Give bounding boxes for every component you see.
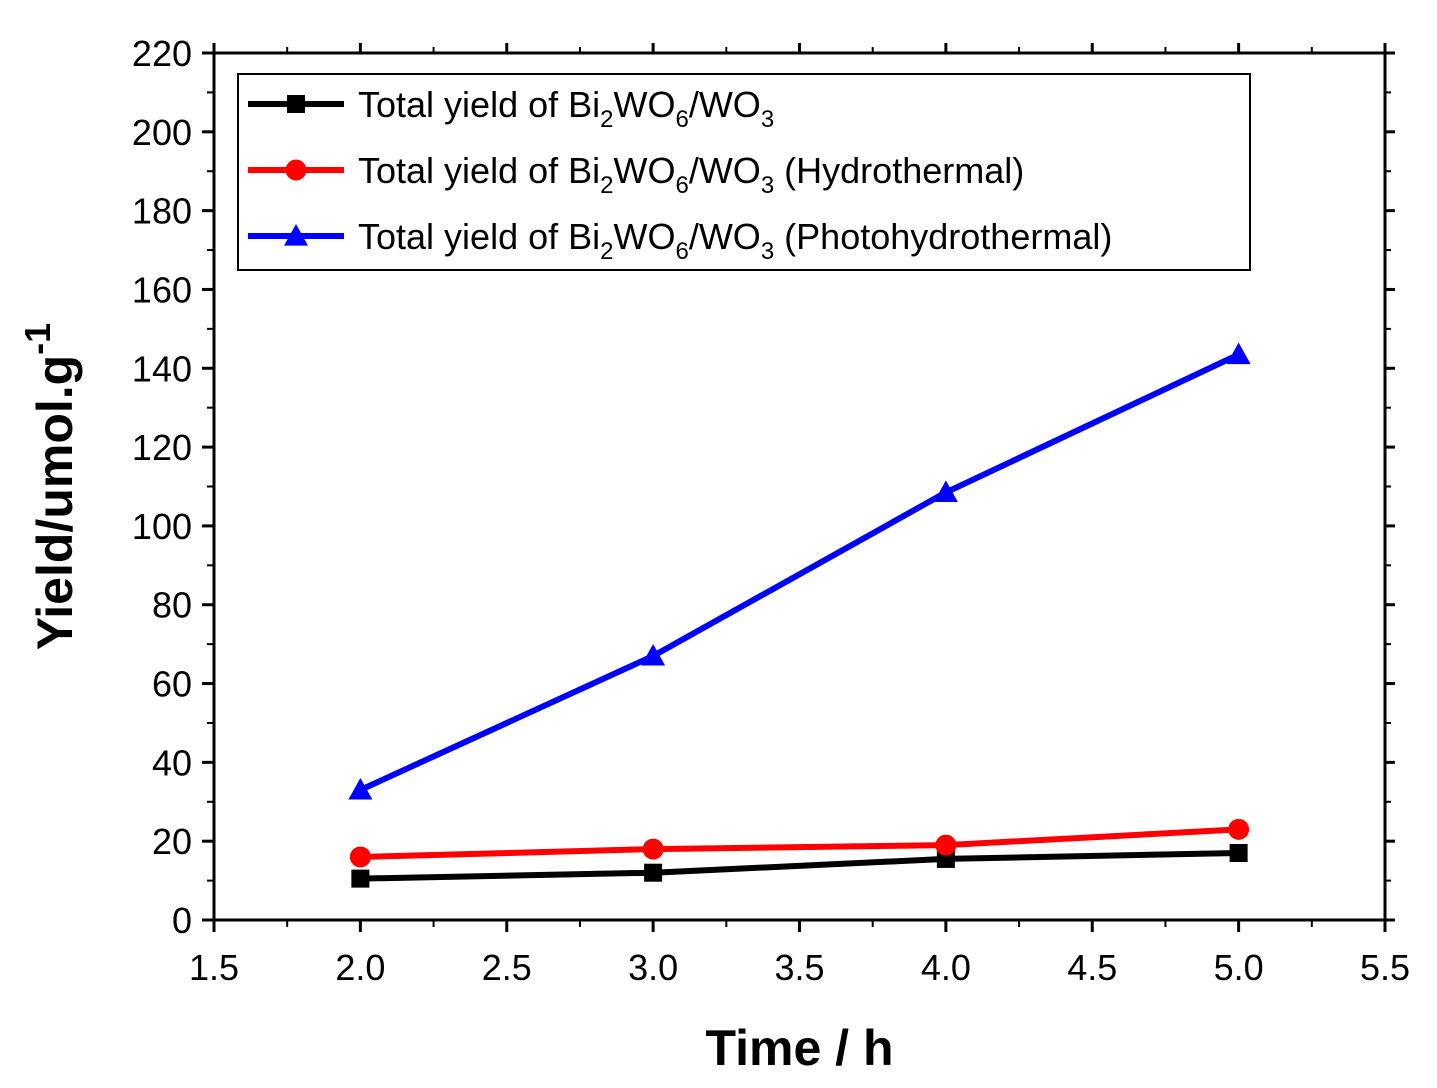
series-2 <box>348 342 1251 800</box>
series-0 <box>351 844 1248 888</box>
series-1 <box>349 818 1250 868</box>
y-tick-label: 20 <box>152 821 192 862</box>
legend-marker <box>287 95 305 113</box>
data-point <box>641 643 666 666</box>
x-tick-label: 5.0 <box>1214 947 1264 988</box>
y-tick-label: 180 <box>132 191 192 232</box>
y-tick-label: 0 <box>172 900 192 941</box>
legend-label: Total yield of Bi2WO6/WO3 (Hydrothermal) <box>358 150 1024 199</box>
axes: 1.5 2.0 2.5 3.0 3.5 4.0 4.5 5.0 5.5 0 20 40 60 80 100 1… <box>17 33 1410 1076</box>
legend-label-part: (Photohydrothermal) <box>774 216 1112 257</box>
data-point <box>1226 342 1251 365</box>
y-tick-label: 220 <box>132 33 192 74</box>
x-tick-label: 2.5 <box>482 947 532 988</box>
series-line <box>359 351 1240 793</box>
legend-label-part: /WO <box>689 84 761 125</box>
legend-label-part: /WO <box>689 150 761 191</box>
x-tick-label: 5.5 <box>1360 947 1410 988</box>
legend-label-subscript: 2 <box>600 172 613 199</box>
data-point <box>351 869 370 888</box>
legend-label-subscript: 2 <box>600 106 613 133</box>
series-line <box>360 826 1239 860</box>
legend-box <box>237 73 1251 271</box>
legend-label-part: WO <box>613 216 675 257</box>
legend-label-subscript: 6 <box>675 238 688 265</box>
legend-label-part: (Hydrothermal) <box>774 150 1024 191</box>
y-tick-label: 200 <box>132 112 192 153</box>
x-tick-label: 3.5 <box>774 947 824 988</box>
x-tick-label: 3.0 <box>628 947 678 988</box>
x-tick-label: 4.0 <box>921 947 971 988</box>
legend-label-part: Total yield of Bi <box>358 216 600 257</box>
y-tick-label: 40 <box>152 742 192 783</box>
legend-label: Total yield of Bi2WO6/WO3 (Photohydrothe… <box>358 216 1112 265</box>
data-point <box>349 846 371 868</box>
x-tick-label: 2.0 <box>335 947 385 988</box>
y-tick-label: 100 <box>132 506 192 547</box>
y-axis-title: Yield/umol.g-1 <box>17 323 83 650</box>
legend-marker <box>285 159 307 181</box>
data-point <box>348 777 373 800</box>
legend-label-part: Total yield of Bi <box>358 150 600 191</box>
data-point <box>642 838 664 860</box>
data-point <box>1228 818 1250 840</box>
y-tick-label: 160 <box>132 269 192 310</box>
legend-entry: Total yield of Bi2WO6/WO3 <box>248 84 774 133</box>
y-tick-label: 80 <box>152 585 192 626</box>
legend-label-subscript: 2 <box>600 238 613 265</box>
series-line <box>360 850 1239 882</box>
legend-label-subscript: 6 <box>675 106 688 133</box>
y-tick-label: 120 <box>132 427 192 468</box>
legend-entry: Total yield of Bi2WO6/WO3 (Photohydrothe… <box>248 216 1112 265</box>
legend-label-part: WO <box>613 84 675 125</box>
y-axis-title-main: Yield/umol.g <box>27 355 83 650</box>
y-tick-label: 140 <box>132 348 192 389</box>
x-tick-label: 4.5 <box>1067 947 1117 988</box>
y-tick-label: 60 <box>152 664 192 705</box>
legend-label-subscript: 3 <box>761 238 774 265</box>
legend-label-part: /WO <box>689 216 761 257</box>
data-point <box>1229 844 1248 863</box>
legend-marker <box>284 224 308 246</box>
legend-label-subscript: 3 <box>761 172 774 199</box>
data-point <box>644 863 663 882</box>
x-tick-label: 1.5 <box>189 947 239 988</box>
plot-area <box>348 342 1251 888</box>
legend-entry: Total yield of Bi2WO6/WO3 (Hydrothermal) <box>248 150 1024 199</box>
data-point <box>933 480 958 503</box>
legend-label-subscript: 6 <box>675 172 688 199</box>
legend-label-part: WO <box>613 150 675 191</box>
y-axis-title-superscript: -1 <box>17 323 58 355</box>
legend-label-subscript: 3 <box>761 106 774 133</box>
data-point <box>935 834 957 856</box>
x-axis-title: Time / h <box>705 1020 893 1076</box>
legend-label-part: Total yield of Bi <box>358 84 600 125</box>
legend-label: Total yield of Bi2WO6/WO3 <box>358 84 774 133</box>
